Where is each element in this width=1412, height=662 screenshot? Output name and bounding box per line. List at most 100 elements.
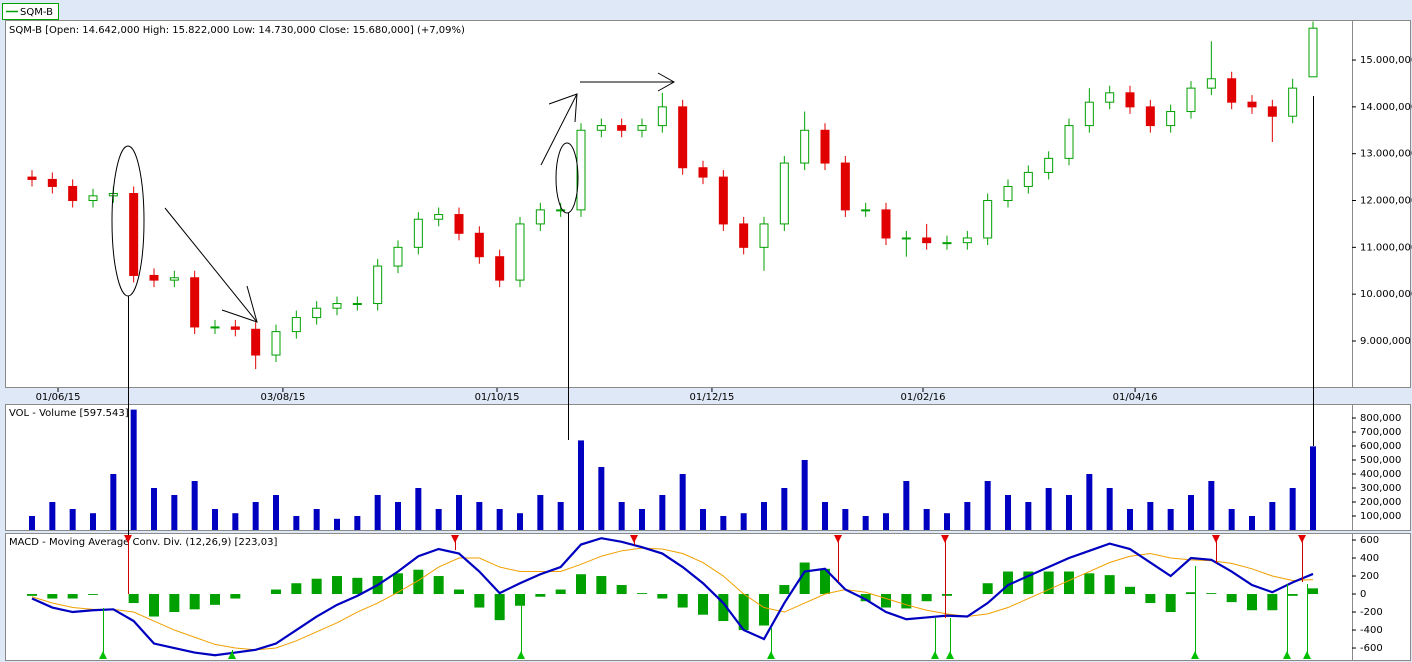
volume-bar: [232, 513, 239, 530]
histogram-bar: [189, 594, 200, 610]
candle-body: [251, 328, 261, 356]
volume-bar: [984, 481, 991, 530]
annotation-ellipse: [555, 142, 579, 214]
candle-body: [393, 246, 403, 267]
histogram-bar: [210, 594, 221, 605]
histogram-bar: [779, 585, 790, 595]
volume-bar: [517, 513, 524, 530]
panels: [5, 20, 1411, 661]
volume-bar: [354, 516, 361, 530]
histogram-bar: [921, 594, 932, 602]
candle-body: [657, 106, 667, 127]
histogram-bar: [698, 594, 709, 615]
candle-body: [1003, 185, 1013, 202]
histogram-bar: [169, 594, 180, 613]
volume-bar: [781, 488, 788, 530]
histogram-bar: [799, 562, 810, 595]
y-tick-label: 100,000: [1360, 511, 1401, 522]
volume-bar: [1289, 488, 1296, 530]
volume-bar: [191, 481, 198, 530]
volume-bar: [395, 502, 402, 530]
annotation-arrowhead: [548, 93, 578, 123]
histogram-bar: [820, 568, 831, 595]
candle-body: [1044, 157, 1054, 173]
y-tick-label: 300,000: [1360, 483, 1401, 494]
annotation-arrowhead: [221, 285, 258, 323]
histogram-bar: [454, 589, 465, 595]
volume-bar: [456, 495, 463, 530]
volume-title: VOL - Volume [597.543]: [9, 408, 129, 419]
candle-body: [1064, 125, 1074, 159]
histogram-bar: [1165, 594, 1176, 613]
volume-bar: [334, 518, 341, 530]
candle-body: [332, 303, 342, 309]
candle-body: [922, 237, 932, 244]
candle-body: [759, 223, 769, 248]
candle-body: [47, 178, 57, 187]
candle-body: [291, 317, 301, 333]
histogram-bar: [596, 576, 607, 595]
y-tick-label: 200: [1360, 571, 1379, 582]
annotation-arrow: [164, 207, 258, 323]
histogram-bar: [27, 594, 38, 596]
volume-bar: [740, 513, 747, 530]
y-tick-label: 14.000,000: [1360, 102, 1412, 113]
y-tick-label: -200: [1360, 607, 1383, 618]
volume-bar: [496, 509, 503, 530]
histogram-bar: [230, 594, 241, 599]
y-tick-label: 400,000: [1360, 469, 1401, 480]
candle-body: [1206, 78, 1216, 89]
volume-bar: [130, 409, 137, 530]
histogram-bar: [1287, 594, 1298, 596]
histogram-bar: [982, 583, 993, 595]
candle-body: [454, 214, 464, 234]
candle-body: [983, 200, 993, 239]
candle-body: [718, 176, 728, 225]
volume-bar: [944, 513, 951, 530]
volume-bar: [1106, 488, 1113, 530]
histogram-bar: [1267, 594, 1278, 611]
volume-bar: [1045, 488, 1052, 530]
volume-bar: [720, 516, 727, 530]
histogram-bar: [738, 594, 749, 631]
volume-bar: [29, 516, 36, 530]
x-tick-label: 01/04/16: [1113, 392, 1158, 403]
buy-signals: [103, 566, 1308, 656]
candle-body: [1186, 87, 1196, 113]
candle-body: [129, 192, 139, 276]
volume-bar: [1269, 502, 1276, 530]
candle-body: [169, 277, 179, 281]
volume-bar: [252, 502, 259, 530]
volume-bar: [49, 502, 56, 530]
y-tick-label: -600: [1360, 643, 1383, 654]
sell-marker: [1298, 535, 1306, 543]
candle-body: [88, 195, 98, 202]
x-tick-label: 01/02/16: [901, 392, 946, 403]
legend-label: SQM-B: [20, 7, 53, 18]
candle-body: [535, 209, 545, 225]
histogram-bar: [657, 594, 668, 599]
histogram-bar: [576, 574, 587, 595]
histogram-bar: [881, 594, 892, 608]
candle-body: [1105, 92, 1115, 103]
x-tick-label: 01/12/15: [689, 392, 734, 403]
candle-body: [698, 167, 708, 178]
sell-marker: [124, 535, 132, 543]
y-tick-label: 600,000: [1360, 441, 1401, 452]
y-tick-label: 800,000: [1360, 413, 1401, 424]
volume-bar: [1005, 495, 1012, 530]
candle-body: [576, 129, 586, 211]
y-tick-label: 400: [1360, 553, 1379, 564]
buy-marker: [228, 651, 236, 659]
volume-bar: [761, 502, 768, 530]
y-tick-label: 0: [1360, 589, 1366, 600]
histogram-bar: [332, 576, 343, 595]
candle-body: [352, 303, 362, 306]
histogram-bar: [1003, 571, 1014, 595]
candle-body: [596, 125, 606, 131]
candle-body: [413, 218, 423, 248]
y-tick-label: 10.000,000: [1360, 289, 1412, 300]
sell-marker: [630, 535, 638, 543]
histogram-bar: [433, 576, 444, 595]
volume-bar: [1167, 509, 1174, 530]
